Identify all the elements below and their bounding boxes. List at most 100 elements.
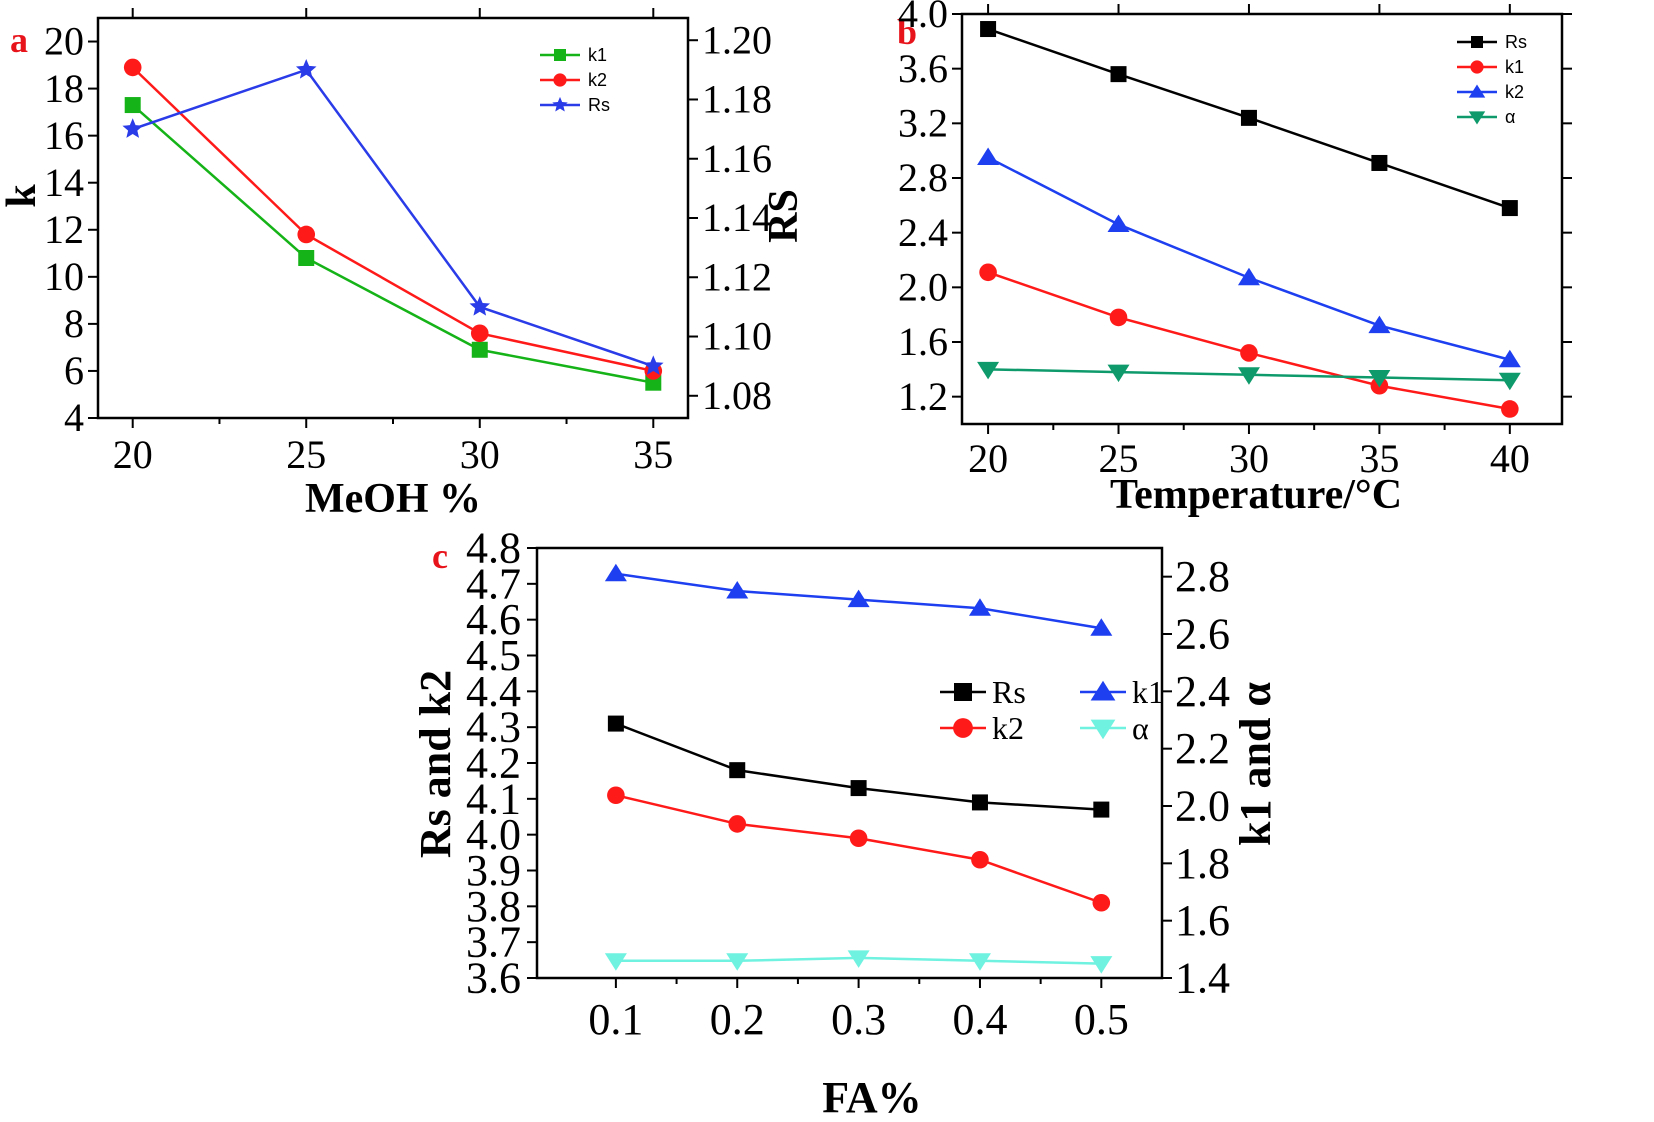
y2-axis-title: RS — [761, 189, 807, 243]
legend-label: α — [1132, 710, 1149, 746]
series-line — [615, 722, 1102, 811]
legend-marker — [553, 73, 567, 87]
x-tick-label: 0.5 — [1074, 995, 1129, 1044]
y-tick-label: 4.6 — [466, 595, 521, 644]
series-3 — [977, 361, 1521, 391]
y-tick-label: 3.6 — [898, 46, 948, 91]
data-point — [1368, 315, 1391, 334]
y-tick-label: 2.4 — [898, 210, 948, 255]
y2-tick-label: 1.6 — [1175, 896, 1230, 945]
data-point — [1093, 801, 1110, 818]
y2-tick-label: 1.12 — [702, 254, 772, 299]
data-point — [295, 59, 317, 79]
legend-label: k2 — [1505, 82, 1524, 102]
data-point — [729, 762, 746, 779]
legend-marker — [1471, 36, 1483, 48]
data-point — [1110, 66, 1127, 83]
data-point — [469, 296, 491, 316]
y2-tick-label: 2.4 — [1175, 667, 1230, 716]
data-point — [607, 786, 625, 805]
y-tick-label: 16 — [44, 113, 84, 158]
y2-tick-label: 2.8 — [1175, 552, 1230, 601]
y2-tick-label: 1.08 — [702, 373, 772, 418]
y-tick-label: 4.5 — [466, 631, 521, 680]
x-tick-label: 20 — [113, 432, 153, 477]
data-point — [1501, 400, 1519, 418]
y-tick-label: 8 — [64, 301, 84, 346]
data-point — [607, 715, 624, 732]
legend-label: k1 — [1505, 57, 1524, 77]
data-point — [297, 225, 316, 244]
series-line — [132, 68, 654, 368]
y-tick-label: 4.1 — [466, 774, 521, 823]
plot-frame — [535, 546, 1164, 980]
data-point — [849, 829, 868, 848]
x-tick-label: 35 — [1359, 436, 1399, 481]
series-line — [615, 794, 1102, 904]
y-tick-label: 4 — [64, 395, 84, 440]
y2-tick-label: 2.6 — [1175, 610, 1230, 659]
y-tick-label: 4.3 — [466, 703, 521, 752]
y-tick-label: 4.0 — [466, 810, 521, 859]
data-point — [726, 953, 749, 971]
legend-marker — [552, 96, 568, 112]
data-point — [1109, 308, 1128, 327]
y2-tick-label: 1.4 — [1175, 954, 1230, 1003]
y2-tick-label: 1.20 — [702, 17, 772, 62]
series-2 — [122, 59, 664, 375]
legend-label: Rs — [1505, 32, 1527, 52]
data-point — [726, 581, 749, 599]
x-tick-label: 40 — [1490, 436, 1530, 481]
y2-axis-title: k1 and α — [1231, 682, 1280, 846]
y-axis-title: Rs and k2 — [411, 670, 460, 858]
series-1 — [604, 563, 1113, 636]
x-tick-label: 30 — [460, 432, 500, 477]
panel-label: b — [897, 12, 917, 52]
series-0 — [980, 21, 1518, 217]
legend-label: k2 — [992, 710, 1024, 746]
y2-tick-label: 2.0 — [1175, 782, 1230, 831]
y-tick-label: 2.0 — [898, 265, 948, 310]
legend-label: Rs — [992, 674, 1026, 710]
y-tick-label: 18 — [44, 66, 84, 111]
data-point — [971, 850, 989, 869]
legend-marker — [954, 683, 972, 701]
x-tick-label: 0.1 — [588, 995, 643, 1044]
panel-label: a — [10, 20, 28, 60]
y2-tick-label: 1.16 — [702, 136, 772, 181]
x-tick-label: 30 — [1229, 436, 1269, 481]
y-axis-title: k — [0, 184, 45, 208]
y-tick-label: 1.2 — [898, 374, 948, 419]
data-point — [1090, 956, 1113, 974]
data-point — [971, 794, 988, 811]
x-tick-label: 0.3 — [831, 995, 886, 1044]
data-point — [604, 953, 627, 971]
series-line — [131, 104, 654, 384]
x-tick-label: 25 — [286, 432, 326, 477]
data-point — [122, 118, 143, 138]
y-tick-label: 3.2 — [898, 101, 948, 146]
data-point — [643, 355, 664, 375]
series-1 — [123, 58, 663, 380]
panel-label: c — [432, 536, 448, 576]
series-0 — [607, 715, 1110, 818]
data-point — [1092, 893, 1111, 912]
data-point — [1107, 364, 1130, 383]
y2-tick-label: 1.14 — [702, 195, 772, 240]
y-tick-label: 4.8 — [466, 524, 521, 573]
legend-label: k1 — [588, 45, 607, 65]
data-point — [1501, 200, 1518, 217]
data-point — [979, 263, 997, 282]
data-point — [123, 58, 142, 77]
legend-marker — [554, 49, 566, 61]
legend-marker — [953, 718, 973, 738]
chart-panel-c: c 0.1 0.2 0.3 0.4 0.5 3.63.73.83.94.04.14.24.3… — [411, 524, 1280, 1122]
y2-tick-label: 1.18 — [702, 77, 772, 122]
y-tick-label: 4.0 — [898, 0, 948, 36]
x-tick-label: 35 — [633, 432, 673, 477]
data-point — [847, 950, 870, 968]
legend-label: k1 — [1132, 674, 1164, 710]
legend: k1 k2 Rs — [540, 45, 610, 115]
y-tick-label: 10 — [44, 254, 84, 299]
